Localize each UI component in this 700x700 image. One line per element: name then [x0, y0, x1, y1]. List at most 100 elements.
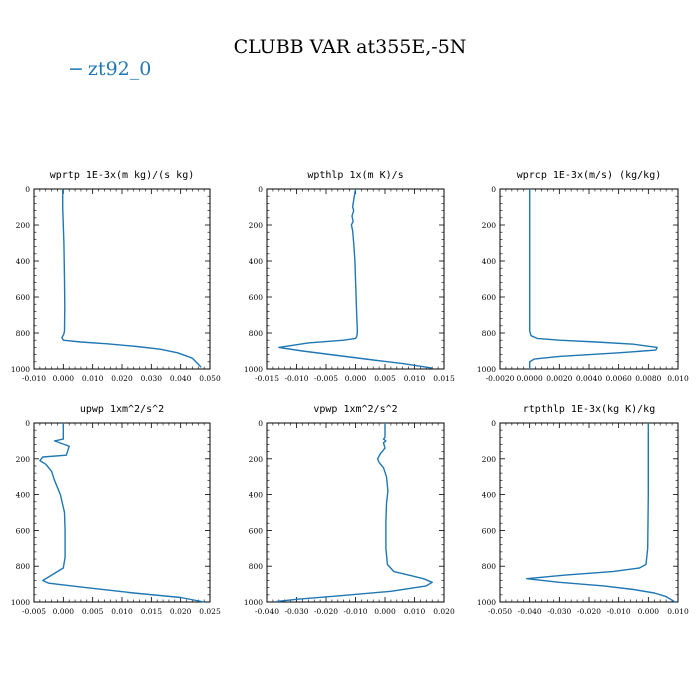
x-tick-label: 0.050	[199, 374, 221, 383]
y-tick-label: 200	[482, 455, 497, 464]
y-tick-label: 200	[249, 221, 264, 230]
panel-6: rtpthlp 1E-3x(kg K)/kg -0.050 -0.040 -0.030…	[477, 404, 689, 616]
panel-title: vpwp 1xm^2/s^2	[313, 404, 397, 415]
figure-title: CLUBB VAR at355E,-5N	[233, 36, 467, 58]
y-tick-label: 600	[249, 526, 264, 535]
panel-title: rtpthlp 1E-3x(kg K)/kg	[523, 404, 655, 415]
y-tick-label: 0	[258, 185, 263, 194]
x-tick-label: 0.000	[53, 374, 75, 383]
x-tick-label: 0.000	[53, 607, 75, 616]
y-tick-label: 200	[16, 455, 31, 464]
x-tick-label: 0.0020	[546, 374, 572, 383]
plot-frame	[33, 188, 211, 370]
x-tick-label: -0.015	[255, 374, 279, 383]
series-line-zt92_0	[275, 423, 433, 603]
x-tick-label: -0.005	[314, 374, 338, 383]
plot-frame	[266, 422, 445, 603]
y-tick-label: 600	[249, 293, 264, 302]
y-tick-label: 0	[25, 185, 30, 194]
y-tick-label: 800	[249, 329, 264, 338]
x-tick-label: 0.010	[667, 374, 689, 383]
x-tick-label: -0.0020	[486, 374, 515, 383]
series-line-zt92_0	[278, 188, 433, 369]
x-tick-label: 0.010	[404, 374, 426, 383]
x-tick-label: 0.040	[170, 374, 192, 383]
panel-title: wpthlp 1x(m K)/s	[307, 170, 403, 181]
x-tick-label: -0.050	[488, 607, 512, 616]
series-line-zt92_0	[39, 423, 205, 603]
y-tick-label: 0	[491, 185, 496, 194]
x-tick-label: 0.0060	[606, 374, 632, 383]
panel-title: upwp 1xm^2/s^2	[80, 404, 164, 415]
y-tick-label: 1000	[477, 598, 496, 607]
x-tick-label: 0.005	[374, 374, 396, 383]
panel-3: wprcp 1E-3x(m/s) (kg/kg)-0.0020 0.0000 0.0…	[477, 170, 689, 383]
plot-frame	[499, 422, 679, 603]
legend: − zt92_0	[68, 58, 151, 80]
x-tick-label: 0.020	[170, 607, 192, 616]
x-tick-label: 0.010	[82, 374, 104, 383]
x-tick-label: 0.000	[374, 607, 396, 616]
panel-2: wpthlp 1x(m K)/s -0.015 -0.010 -0.005 0.000 0…	[244, 170, 455, 383]
plot-frame	[33, 422, 211, 603]
x-tick-label: -0.040	[518, 607, 542, 616]
y-tick-label: 400	[249, 491, 264, 500]
x-tick-label: 0.0000	[517, 374, 543, 383]
y-tick-label: 1000	[244, 598, 263, 607]
y-tick-label: 800	[482, 329, 497, 338]
y-tick-label: 800	[16, 329, 31, 338]
x-tick-label: 0.0080	[635, 374, 661, 383]
legend-line-marker: −	[68, 58, 84, 80]
series-line-zt92_0	[61, 189, 202, 368]
legend-label: zt92_0	[87, 58, 152, 80]
x-tick-label: -0.010	[343, 607, 367, 616]
x-tick-label: 0.015	[433, 374, 455, 383]
y-tick-label: 200	[482, 221, 497, 230]
x-tick-label: 0.005	[82, 607, 104, 616]
x-tick-label: 0.030	[141, 374, 163, 383]
x-tick-label: 0.020	[111, 374, 133, 383]
y-tick-label: 0	[25, 419, 30, 428]
y-tick-label: 0	[258, 419, 263, 428]
x-tick-label: -0.030	[547, 607, 571, 616]
x-tick-label: 0.000	[638, 607, 660, 616]
x-tick-label: -0.010	[22, 374, 46, 383]
panel-5: vpwp 1xm^2/s^2 -0.040 -0.030 -0.020 -0.010 0.…	[244, 404, 455, 616]
x-tick-label: -0.005	[22, 607, 46, 616]
y-tick-label: 800	[482, 562, 497, 571]
x-tick-label: 0.025	[199, 607, 221, 616]
x-tick-label: 0.015	[141, 607, 163, 616]
y-tick-label: 600	[16, 293, 31, 302]
y-tick-label: 800	[16, 562, 31, 571]
x-tick-label: -0.010	[607, 607, 631, 616]
y-tick-label: 1000	[244, 365, 263, 374]
panel-title: wprtp 1E-3x(m kg)/(s kg)	[50, 170, 195, 181]
x-tick-label: 0.000	[345, 374, 367, 383]
x-tick-label: -0.040	[255, 607, 279, 616]
y-tick-label: 400	[16, 491, 31, 500]
x-tick-label: -0.030	[284, 607, 308, 616]
y-tick-label: 1000	[11, 598, 30, 607]
x-tick-label: -0.020	[577, 607, 601, 616]
y-tick-label: 600	[16, 526, 31, 535]
y-tick-label: 1000	[477, 365, 496, 374]
x-tick-label: -0.010	[284, 374, 308, 383]
x-tick-label: 0.0040	[576, 374, 602, 383]
y-tick-label: 400	[16, 257, 31, 266]
panel-title: wprcp 1E-3x(m/s) (kg/kg)	[517, 170, 662, 181]
panel-1: wprtp 1E-3x(m kg)/(s kg) -0.010 0.000 0.010…	[11, 170, 221, 383]
y-tick-label: 600	[482, 293, 497, 302]
x-tick-label: 0.010	[667, 607, 689, 616]
y-tick-label: 0	[491, 419, 496, 428]
series-line-zt92_0	[526, 423, 676, 603]
y-tick-label: 400	[482, 257, 497, 266]
y-tick-label: 400	[249, 257, 264, 266]
y-tick-label: 200	[249, 455, 264, 464]
y-tick-label: 400	[482, 491, 497, 500]
x-tick-label: 0.020	[433, 607, 455, 616]
x-tick-label: -0.020	[314, 607, 338, 616]
x-tick-label: 0.010	[404, 607, 426, 616]
y-tick-label: 1000	[11, 365, 30, 374]
